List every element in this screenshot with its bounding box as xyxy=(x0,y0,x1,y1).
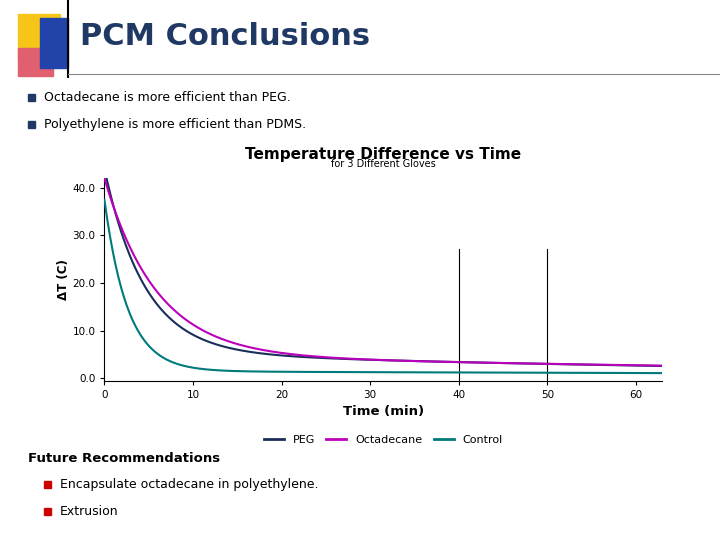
Text: Polyethylene is more efficient than PDMS.: Polyethylene is more efficient than PDMS… xyxy=(44,118,306,131)
Text: Extrusion: Extrusion xyxy=(60,504,119,518)
Bar xyxy=(28,122,35,129)
Legend: PEG, Octadecane, Control: PEG, Octadecane, Control xyxy=(260,431,507,450)
Bar xyxy=(44,481,51,488)
X-axis label: Time (min): Time (min) xyxy=(343,406,424,419)
Title: Temperature Difference vs Time: Temperature Difference vs Time xyxy=(246,147,521,162)
Bar xyxy=(40,18,68,68)
Text: PCM Conclusions: PCM Conclusions xyxy=(80,22,370,51)
Text: Future Recommendations: Future Recommendations xyxy=(28,452,220,465)
Bar xyxy=(44,508,51,515)
Text: for 3 Different Gloves: for 3 Different Gloves xyxy=(331,159,436,169)
Bar xyxy=(18,14,60,60)
Bar xyxy=(28,94,35,102)
Bar xyxy=(18,48,53,76)
Text: Encapsulate octadecane in polyethylene.: Encapsulate octadecane in polyethylene. xyxy=(60,478,318,491)
Text: Octadecane is more efficient than PEG.: Octadecane is more efficient than PEG. xyxy=(44,91,291,104)
Y-axis label: ΔT (C): ΔT (C) xyxy=(57,259,70,300)
